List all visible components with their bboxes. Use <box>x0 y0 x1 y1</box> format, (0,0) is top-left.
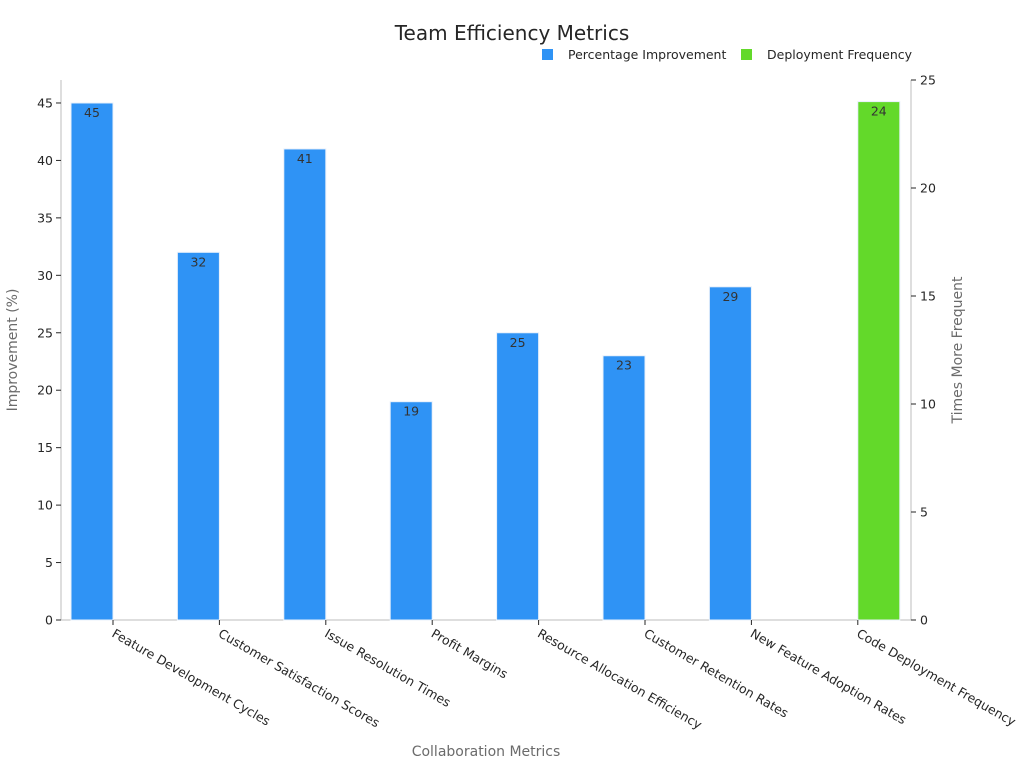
y-tick-left-label: 25 <box>37 325 53 340</box>
legend-label-percentage-improvement: Percentage Improvement <box>568 47 726 62</box>
bar-new-feature-adoption-rates <box>708 286 752 621</box>
y-tick-left-label: 10 <box>37 498 53 513</box>
legend-swatch-deployment-frequency <box>741 49 752 60</box>
y-tick-left-label: 15 <box>37 440 53 455</box>
bar-customer-retention-rates <box>602 355 646 621</box>
y-tick-left-label: 45 <box>37 95 53 110</box>
bar-issue-resolution-times <box>283 148 327 621</box>
chart-title: Team Efficiency Metrics <box>394 21 630 45</box>
y-tick-left-label: 20 <box>37 383 53 398</box>
bar-code-deployment-frequency <box>857 101 901 621</box>
y-axis-title-left: Improvement (%) <box>5 289 21 412</box>
data-label-profit-margins: 19 <box>403 404 419 419</box>
bars: 45 32 41 19 25 23 29 24 <box>70 101 901 621</box>
bar-feature-development-cycles <box>70 102 114 621</box>
y-tick-right-label: 5 <box>920 505 928 520</box>
y-tick-right-label: 15 <box>920 289 936 304</box>
legend-label-deployment-frequency: Deployment Frequency <box>767 47 913 62</box>
y-tick-left-label: 5 <box>45 555 53 570</box>
y-tick-left-label: 40 <box>37 153 53 168</box>
data-label-resource-allocation-efficiency: 25 <box>510 335 526 350</box>
y-ticks-right: 0 5 10 15 20 25 <box>911 73 936 628</box>
data-label-customer-retention-rates: 23 <box>616 358 632 373</box>
bar-customer-satisfaction-scores <box>176 251 220 621</box>
y-tick-left-label: 35 <box>37 210 53 225</box>
y-tick-left-label: 0 <box>45 613 53 628</box>
y-tick-right-label: 10 <box>920 397 936 412</box>
y-tick-right-label: 20 <box>920 181 936 196</box>
data-label-new-feature-adoption-rates: 29 <box>722 289 738 304</box>
bar-profit-margins <box>389 401 433 621</box>
data-label-issue-resolution-times: 41 <box>297 151 313 166</box>
y-axis-title-right: Times More Frequent <box>950 276 966 425</box>
x-axis-title: Collaboration Metrics <box>412 744 561 760</box>
y-ticks-left: 0 5 10 15 20 25 30 35 40 45 <box>37 95 61 628</box>
y-tick-left-label: 30 <box>37 268 53 283</box>
bar-resource-allocation-efficiency <box>496 332 540 621</box>
x-tick-label-profit-margins: Profit Margins <box>429 626 511 682</box>
legend: Percentage Improvement Deployment Freque… <box>542 47 913 62</box>
data-label-feature-development-cycles: 45 <box>84 105 100 120</box>
data-label-code-deployment-frequency: 24 <box>871 104 887 119</box>
x-tick-label-resource-allocation-efficiency: Resource Allocation Efficiency <box>535 626 705 733</box>
y-tick-right-label: 25 <box>920 73 936 88</box>
y-tick-right-label: 0 <box>920 613 928 628</box>
legend-swatch-percentage-improvement <box>542 49 553 60</box>
data-label-customer-satisfaction-scores: 32 <box>190 254 206 269</box>
